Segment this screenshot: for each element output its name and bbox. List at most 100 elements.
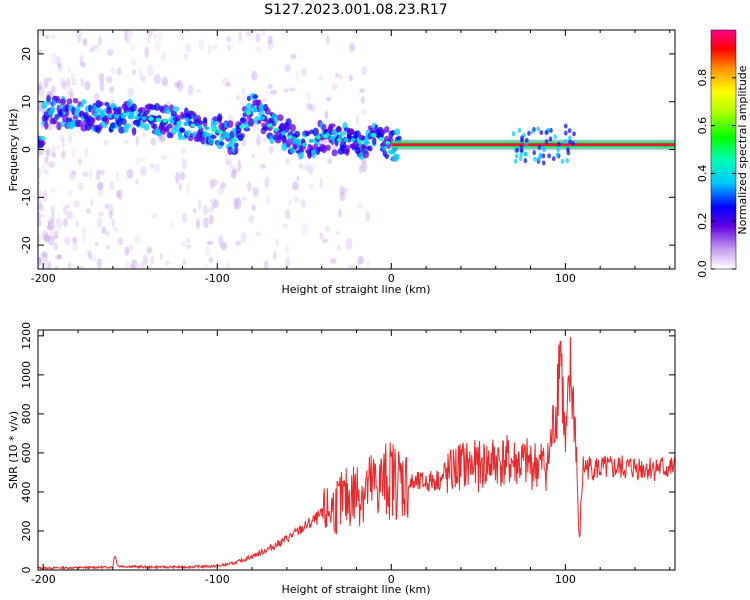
heatmap-cell [142, 257, 149, 267]
heatmap-cell [231, 165, 236, 176]
heatmap-cell [235, 197, 242, 210]
heatmap-cell [75, 221, 79, 228]
heatmap-cell [240, 133, 245, 139]
heatmap-cell [277, 114, 284, 122]
heatmap-cell [228, 159, 233, 170]
heatmap-cell [96, 182, 104, 189]
heatmap-cell [532, 156, 537, 162]
heatmap-cell [42, 231, 49, 243]
heatmap-cell [134, 233, 141, 244]
heatmap-cell [219, 141, 225, 146]
heatmap-cell [47, 220, 51, 227]
heatmap-cell [216, 113, 223, 122]
heatmap-cell [38, 49, 42, 54]
heatmap-cell [324, 110, 329, 120]
heatmap-cell [120, 118, 127, 125]
heatmap-cell [124, 246, 130, 256]
heatmap-cell [117, 237, 124, 246]
heatmap-cell [55, 217, 63, 230]
heatmap-cell [307, 164, 314, 175]
colorbar-tick-label: 0.2 [696, 212, 709, 230]
figure-title: S127.2023.001.08.23.R17 [264, 2, 447, 18]
heatmap-cell [549, 127, 553, 133]
heatmap-cell [46, 149, 50, 160]
heatmap-cell [266, 123, 272, 128]
heatmap-cell [104, 204, 109, 209]
heatmap-cell [355, 114, 360, 126]
heatmap-cell [162, 118, 168, 123]
heatmap-cell [154, 40, 162, 51]
heatmap-cell [515, 147, 519, 153]
heatmap-cell [361, 66, 367, 76]
heatmap-cell [218, 130, 224, 135]
heatmap-cell [111, 217, 115, 228]
heatmap-cell [234, 146, 239, 155]
heatmap-cell [68, 189, 72, 198]
heatmap-cell [65, 103, 70, 112]
heatmap-cell [186, 182, 190, 194]
heatmap-cell [70, 72, 75, 81]
heatmap-cell [131, 58, 137, 66]
heatmap-cell [282, 137, 287, 144]
heatmap-cell [159, 252, 164, 261]
heatmap-cell [61, 150, 66, 159]
heatmap-cell [227, 43, 231, 52]
heatmap-cell [301, 223, 308, 236]
heatmap-cell [262, 97, 268, 103]
x-tick-label: 100 [555, 272, 576, 285]
heatmap-cell [557, 141, 561, 147]
heatmap-cell [176, 120, 182, 125]
heatmap-cell [220, 241, 228, 251]
heatmap-cell [63, 205, 68, 215]
heatmap-cell [101, 226, 107, 235]
heatmap-cell [39, 86, 45, 98]
heatmap-cell [38, 232, 41, 243]
heatmap-cell [73, 200, 81, 208]
heatmap-cell [571, 141, 575, 147]
heatmap-cell [568, 139, 572, 145]
heatmap-cell [344, 144, 351, 154]
heatmap-cell [153, 73, 161, 85]
snr-series-line [38, 336, 675, 570]
heatmap-cell [261, 136, 268, 143]
heatmap-cell [309, 104, 316, 113]
heatmap-cell [284, 244, 290, 255]
heatmap-cell [348, 128, 355, 136]
heatmap-cell [286, 138, 292, 148]
x-tick-label: -200 [31, 272, 56, 285]
heatmap-cell [71, 170, 77, 176]
heatmap-cell [80, 78, 84, 87]
heatmap-cell [266, 195, 270, 205]
heatmap-cell [280, 131, 286, 136]
heatmap-cell [259, 164, 267, 169]
heatmap-cell [237, 159, 242, 172]
heatmap-cell [325, 144, 331, 151]
heatmap-cell [139, 68, 143, 79]
heatmap-cell [65, 110, 70, 117]
y-tick-label: -20 [20, 236, 33, 254]
heatmap-cell [146, 64, 154, 77]
heatmap-cell [90, 254, 98, 262]
heatmap-cell [517, 127, 522, 133]
heatmap-cell [275, 238, 279, 247]
heatmap-cell [326, 97, 332, 102]
colorbar: 0.0 0.2 0.4 0.6 0.8 Normalized spectral ampl… [696, 29, 749, 278]
heatmap-cell [518, 156, 523, 162]
heatmap-cell [541, 153, 546, 159]
heatmap-cell [233, 197, 239, 210]
heatmap-cell [110, 66, 116, 75]
heatmap-cell [92, 112, 98, 117]
heatmap-cell [343, 137, 349, 142]
heatmap-cell [519, 151, 523, 157]
heatmap-cell [130, 44, 136, 51]
heatmap-cell [151, 212, 158, 219]
heatmap-cell [55, 254, 62, 260]
heatmap-cell [209, 178, 215, 190]
heatmap-cell [327, 159, 333, 164]
heatmap-cell [273, 250, 277, 260]
heatmap-cell [566, 150, 571, 156]
heatmap-cell [290, 53, 297, 60]
heatmap-cell [90, 47, 96, 53]
heatmap-cell [247, 118, 255, 127]
heatmap-cell [71, 239, 78, 252]
